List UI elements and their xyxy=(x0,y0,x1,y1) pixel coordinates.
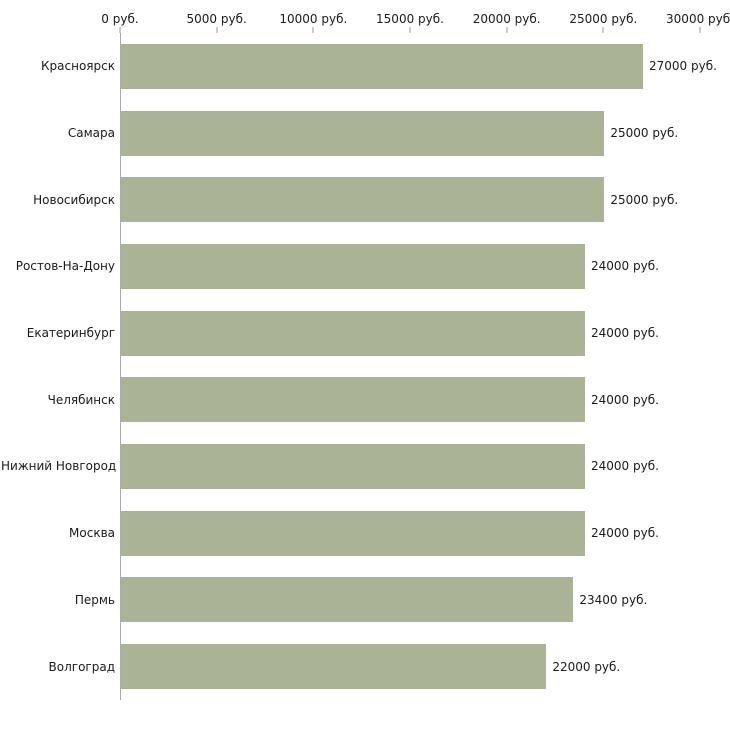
value-label: 23400 руб. xyxy=(579,592,648,607)
category-label: Волгоград xyxy=(48,659,115,674)
bar-row: Пермь 23400 руб. xyxy=(1,567,701,634)
bar-row: Волгоград 22000 руб. xyxy=(1,633,701,700)
category-label: Ростов-На-Дону xyxy=(15,259,115,274)
category-label: Пермь xyxy=(74,592,115,607)
value-label: 24000 руб. xyxy=(591,392,659,407)
value-label: 27000 руб. xyxy=(649,59,717,74)
value-label: 24000 руб. xyxy=(591,259,659,274)
bar-track: 27000 руб. xyxy=(121,43,717,89)
x-tick-mark xyxy=(312,27,314,33)
value-label: 24000 руб. xyxy=(591,459,659,474)
bar-row: Новосибирск 25000 руб. xyxy=(1,166,701,233)
bar xyxy=(121,177,605,223)
bar-row: Ростов-На-Дону 24000 руб. xyxy=(1,233,701,300)
plot-area: Красноярск 27000 руб. Самара 25000 руб. Ново… xyxy=(1,33,717,700)
bar-track: 24000 руб. xyxy=(121,510,701,556)
x-tick-mark xyxy=(699,27,701,33)
x-tick-label: 10000 руб. xyxy=(279,12,348,26)
bar xyxy=(121,577,574,623)
x-axis-tick-marks xyxy=(119,27,701,33)
bar-track: 22000 руб. xyxy=(121,644,701,690)
bar xyxy=(121,243,585,289)
value-label: 24000 руб. xyxy=(591,526,659,541)
bar-row: Красноярск 27000 руб. xyxy=(1,33,717,100)
category-label: Самара xyxy=(67,126,115,141)
x-tick-mark xyxy=(119,27,121,33)
bar xyxy=(121,510,585,556)
bar-row: Москва 24000 руб. xyxy=(1,500,701,567)
category-label: Челябинск xyxy=(47,392,115,407)
x-tick-label: 0 руб. xyxy=(101,12,139,26)
bar xyxy=(121,43,643,89)
category-label: Нижний Новгород xyxy=(1,459,117,474)
bar xyxy=(121,310,585,356)
x-tick-label: 15000 руб. xyxy=(376,12,444,26)
category-label: Екатеринбург xyxy=(26,326,115,341)
bar-track: 23400 руб. xyxy=(121,577,701,623)
bar-row: Самара 25000 руб. xyxy=(1,100,701,167)
bar-rows: Красноярск 27000 руб. Самара 25000 руб. Ново… xyxy=(1,33,717,700)
category-label: Москва xyxy=(69,526,115,541)
x-tick-label: 5000 руб. xyxy=(186,12,247,26)
category-label: Красноярск xyxy=(41,59,115,74)
x-tick-mark xyxy=(602,27,604,33)
bar xyxy=(121,443,585,489)
bar-track: 24000 руб. xyxy=(121,310,701,356)
bar-row: Екатеринбург 24000 руб. xyxy=(1,300,701,367)
x-axis-tick-labels: 0 руб. 5000 руб. 10000 руб. 15000 руб. 20000… xyxy=(101,12,730,28)
category-label: Новосибирск xyxy=(33,192,115,207)
bar-row: Челябинск 24000 руб. xyxy=(1,366,701,433)
bar xyxy=(121,644,547,690)
x-tick-mark xyxy=(409,27,411,33)
bar-track: 24000 руб. xyxy=(121,377,701,423)
value-label: 25000 руб. xyxy=(610,192,679,207)
bar-track: 25000 руб. xyxy=(121,177,701,223)
bar-track: 24000 руб. xyxy=(121,443,701,489)
bar-row: Нижний Новгород 24000 руб. xyxy=(1,433,701,500)
bar-track: 24000 руб. xyxy=(121,243,701,289)
x-tick-mark xyxy=(506,27,508,33)
bar xyxy=(121,110,605,156)
x-tick-label: 30000 руб. xyxy=(666,12,730,26)
x-tick-label: 20000 руб. xyxy=(472,12,541,26)
x-tick-mark xyxy=(216,27,218,33)
bar xyxy=(121,377,585,423)
value-label: 25000 руб. xyxy=(610,126,679,141)
value-label: 24000 руб. xyxy=(591,326,659,341)
bar-track: 25000 руб. xyxy=(121,110,701,156)
value-label: 22000 руб. xyxy=(552,659,621,674)
x-tick-label: 25000 руб. xyxy=(569,12,638,26)
